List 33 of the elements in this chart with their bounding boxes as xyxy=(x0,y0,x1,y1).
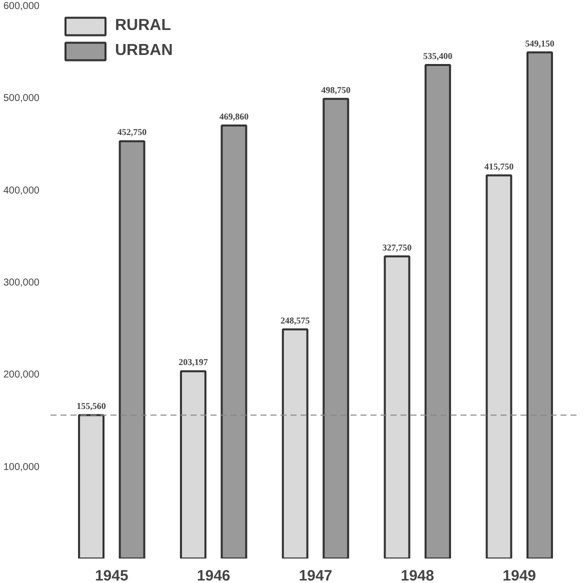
bar xyxy=(322,98,350,558)
y-tick-label: 600,000 xyxy=(3,1,40,12)
y-tick-label: 300,000 xyxy=(3,278,40,288)
data-label: 155,560 xyxy=(76,401,106,412)
x-tick-label: 1948 xyxy=(400,568,434,583)
data-label: 535,400 xyxy=(423,51,453,62)
bar xyxy=(282,328,308,558)
legend-label: URBAN xyxy=(115,42,173,60)
legend-label: RURAL xyxy=(115,17,171,35)
data-label: 203,197 xyxy=(178,357,208,368)
bar xyxy=(220,124,248,558)
bar xyxy=(486,174,512,558)
data-label: 327,750 xyxy=(382,242,412,252)
data-label: 498,750 xyxy=(321,84,352,95)
data-label: 415,750 xyxy=(484,161,514,172)
x-tick-label: 1945 xyxy=(94,568,128,583)
data-label: 452,750 xyxy=(117,127,148,138)
y-tick-label: 100,000 xyxy=(3,462,40,473)
bar xyxy=(118,140,146,558)
bar xyxy=(526,51,553,558)
bar xyxy=(384,255,410,558)
data-label: 469,860 xyxy=(219,111,250,122)
data-label: 549,150 xyxy=(525,38,555,48)
bar xyxy=(424,64,452,558)
y-tick-label: 200,000 xyxy=(3,370,40,381)
y-tick-label: 500,000 xyxy=(3,93,40,104)
x-tick-label: 1946 xyxy=(196,568,230,583)
x-tick-label: 1947 xyxy=(298,568,332,583)
bar xyxy=(180,370,206,558)
y-tick-label: 400,000 xyxy=(3,185,40,196)
x-tick-label: 1949 xyxy=(502,568,536,583)
bar xyxy=(78,414,104,558)
data-label: 248,575 xyxy=(280,315,310,326)
